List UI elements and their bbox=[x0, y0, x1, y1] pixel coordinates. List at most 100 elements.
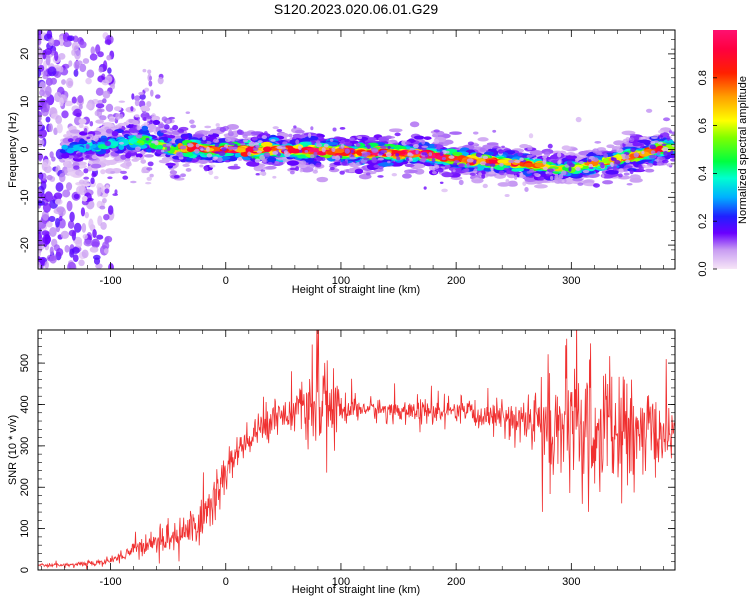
spectrum-noise-blob bbox=[102, 198, 107, 204]
spectrum-noise-blob bbox=[42, 202, 51, 213]
spectrum-speckle bbox=[575, 166, 581, 172]
spectrum-ridge-mark bbox=[572, 177, 584, 182]
spectrum-ridge-mark bbox=[605, 169, 619, 175]
spectrum-noise-blob bbox=[92, 229, 97, 239]
spectrum-noise-blob bbox=[71, 96, 77, 104]
spectrum-noise-blob bbox=[115, 113, 121, 120]
spectrum-noise-blob bbox=[107, 205, 114, 215]
spectrum-ridge-mark bbox=[380, 161, 394, 167]
spectrum-noise-blob bbox=[61, 110, 69, 119]
spectrum-ridge-mark bbox=[87, 165, 93, 172]
spectrum-ridge-mark bbox=[442, 139, 454, 145]
spectrum-speckle bbox=[119, 113, 124, 119]
spectrum-speckle bbox=[531, 153, 535, 157]
spectrum-noise-blob bbox=[42, 49, 47, 60]
spectrum-noise-blob bbox=[96, 234, 104, 240]
spectrum-noise-blob bbox=[38, 104, 42, 111]
spectrum-noise-blob bbox=[51, 156, 56, 162]
spectrum-noise-blob bbox=[131, 93, 135, 100]
spectrum-noise-blob bbox=[68, 229, 77, 237]
spectrum-noise-blob bbox=[38, 200, 45, 206]
spectrogram-marks bbox=[38, 30, 675, 269]
spectrum-speckle bbox=[499, 162, 504, 167]
spectrum-speckle bbox=[179, 145, 187, 150]
spectrum-ridge-mark bbox=[140, 159, 147, 164]
spectrum-speckle bbox=[293, 125, 297, 129]
spectrum-speckle bbox=[421, 139, 426, 145]
spectrum-speckle bbox=[498, 170, 505, 176]
spectrum-noise-blob bbox=[48, 123, 53, 132]
spectrum-speckle bbox=[492, 129, 497, 133]
spectrum-speckle bbox=[270, 139, 276, 142]
spectrum-noise-blob bbox=[56, 247, 64, 257]
spectrum-noise-blob bbox=[49, 254, 57, 264]
spectrum-noise-blob bbox=[56, 206, 65, 213]
spectrum-noise-blob bbox=[78, 259, 85, 267]
spectrum-speckle bbox=[83, 176, 90, 180]
spectrum-ridge-mark bbox=[66, 148, 75, 154]
spectrum-noise-blob bbox=[81, 222, 87, 233]
spectrum-speckle bbox=[593, 183, 600, 188]
spectrum-ridge-mark bbox=[423, 136, 432, 140]
spectrum-ridge-mark bbox=[136, 140, 145, 144]
spectrum-ridge-mark bbox=[135, 153, 143, 158]
spectrum-noise-blob bbox=[66, 200, 73, 212]
spectrum-ridge-mark bbox=[69, 129, 81, 134]
spectrum-ridge-mark bbox=[122, 139, 129, 146]
spectrum-speckle bbox=[83, 168, 89, 174]
spectrum-ridge-mark bbox=[105, 128, 113, 134]
spectrum-speckle bbox=[663, 117, 671, 122]
spectrum-noise-blob bbox=[134, 95, 141, 102]
spectrum-noise-blob bbox=[95, 103, 105, 109]
spectrum-speckle bbox=[575, 116, 582, 123]
spectrum-speckle bbox=[187, 143, 194, 148]
spectrum-noise-blob bbox=[104, 236, 110, 245]
spectrum-noise-blob bbox=[73, 69, 79, 77]
spectrum-ridge-mark bbox=[507, 180, 518, 186]
spectrum-speckle bbox=[73, 193, 80, 199]
spectrum-noise-blob bbox=[39, 81, 46, 92]
spectrum-noise-blob bbox=[69, 211, 75, 223]
spectrum-ridge-mark bbox=[185, 168, 192, 172]
spectrum-noise-blob bbox=[42, 70, 48, 77]
spectrum-ridge-mark bbox=[140, 105, 150, 112]
spectrum-noise-blob bbox=[144, 87, 150, 92]
spectrum-noise-blob bbox=[49, 246, 54, 256]
spectrum-speckle bbox=[504, 193, 510, 198]
spectrum-ridge-mark bbox=[413, 135, 425, 140]
spectrum-noise-blob bbox=[49, 227, 57, 238]
spectrum-speckle bbox=[264, 131, 268, 136]
spectrum-noise-blob bbox=[82, 58, 90, 64]
spectrum-ridge-mark bbox=[441, 172, 453, 178]
spectrum-speckle bbox=[658, 129, 665, 134]
spectrum-speckle bbox=[618, 173, 623, 178]
spectrum-noise-blob bbox=[96, 186, 101, 197]
spectrum-speckle bbox=[612, 165, 617, 171]
spectrum-speckle bbox=[441, 188, 448, 193]
spectrum-speckle bbox=[444, 164, 451, 168]
spectrum-ridge-mark bbox=[125, 152, 132, 159]
spectrum-ridge-mark bbox=[519, 143, 530, 149]
spectrum-noise-blob bbox=[52, 39, 61, 47]
spectrum-noise-blob bbox=[46, 174, 53, 181]
spectrum-noise-blob bbox=[38, 39, 42, 46]
spectrum-ridge-mark bbox=[182, 163, 190, 167]
spectrum-speckle bbox=[112, 193, 118, 197]
spectrum-speckle bbox=[568, 166, 572, 172]
spectrum-ridge-mark bbox=[367, 137, 377, 141]
spectrum-noise-blob bbox=[155, 94, 161, 99]
spectrum-speckle bbox=[348, 162, 354, 166]
spectrum-ridge-mark bbox=[113, 106, 122, 112]
spectrum-ridge-mark bbox=[66, 163, 73, 169]
spectrum-noise-blob bbox=[64, 245, 70, 253]
spectrum-noise-blob bbox=[58, 172, 66, 183]
spectrum-noise-blob bbox=[38, 249, 42, 257]
spectrum-noise-blob bbox=[157, 76, 164, 85]
spectrum-ridge-mark bbox=[147, 124, 157, 130]
spectrum-ridge-mark bbox=[262, 146, 272, 152]
spectrum-noise-blob bbox=[40, 139, 45, 146]
spectrum-speckle bbox=[108, 118, 116, 122]
spectrum-speckle bbox=[431, 157, 436, 163]
spectrum-ridge-mark bbox=[156, 144, 164, 150]
